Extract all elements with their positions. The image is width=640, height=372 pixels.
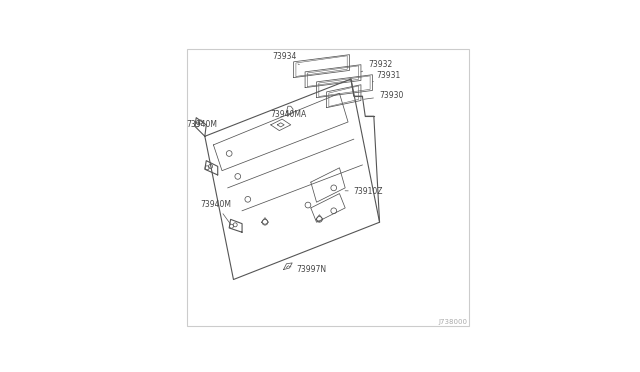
Text: 73940M: 73940M — [186, 121, 217, 129]
Text: 73940MA: 73940MA — [271, 110, 307, 119]
Text: 73910Z: 73910Z — [345, 187, 383, 196]
Text: 73997N: 73997N — [289, 265, 326, 274]
Text: 73934: 73934 — [272, 52, 300, 65]
Text: 73930: 73930 — [364, 91, 403, 100]
Text: 73931: 73931 — [372, 71, 401, 82]
Text: 73940M: 73940M — [200, 200, 232, 224]
Text: J738000: J738000 — [438, 319, 467, 325]
Text: 73932: 73932 — [361, 60, 392, 72]
